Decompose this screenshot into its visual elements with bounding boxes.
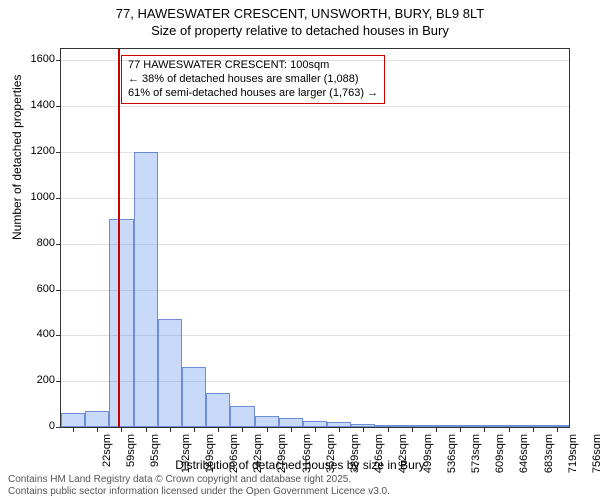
ytick-label: 600: [15, 283, 55, 295]
xtick-mark: [436, 427, 437, 432]
ytick-mark: [56, 290, 61, 291]
histogram-bar: [255, 416, 279, 427]
histogram-bar: [85, 411, 109, 427]
xtick-label: 756sqm: [591, 434, 600, 473]
ytick-mark: [56, 60, 61, 61]
xtick-label: 279sqm: [277, 434, 289, 473]
xtick-label: 499sqm: [422, 434, 434, 473]
plot-area: 77 HAWESWATER CRESCENT: 100sqm ← 38% of …: [60, 48, 570, 428]
ytick-label: 0: [15, 420, 55, 432]
xtick-mark: [388, 427, 389, 432]
xtick-label: 59sqm: [125, 434, 137, 467]
xtick-mark: [291, 427, 292, 432]
xtick-label: 426sqm: [373, 434, 385, 473]
gridline: [61, 106, 569, 107]
xtick-mark: [509, 427, 510, 432]
title-line1: 77, HAWESWATER CRESCENT, UNSWORTH, BURY,…: [0, 0, 600, 23]
histogram-bar: [134, 152, 158, 427]
histogram-bar: [182, 367, 206, 427]
annotation-box: 77 HAWESWATER CRESCENT: 100sqm ← 38% of …: [121, 55, 385, 104]
xtick-mark: [97, 427, 98, 432]
xtick-mark: [363, 427, 364, 432]
xtick-label: 22sqm: [101, 434, 113, 467]
title-line2: Size of property relative to detached ho…: [0, 23, 600, 38]
xtick-label: 462sqm: [398, 434, 410, 473]
ytick-label: 400: [15, 328, 55, 340]
xtick-label: 719sqm: [567, 434, 579, 473]
footer-line2: Contains public sector information licen…: [8, 486, 390, 498]
xtick-label: 536sqm: [446, 434, 458, 473]
x-axis-label: Distribution of detached houses by size …: [0, 458, 600, 472]
ytick-mark: [56, 381, 61, 382]
ytick-label: 1200: [15, 145, 55, 157]
histogram-bar: [279, 418, 303, 427]
xtick-label: 352sqm: [325, 434, 337, 473]
ytick-mark: [56, 106, 61, 107]
xtick-mark: [218, 427, 219, 432]
ytick-label: 1600: [15, 53, 55, 65]
xtick-mark: [533, 427, 534, 432]
xtick-mark: [484, 427, 485, 432]
annotation-line3: 61% of semi-detached houses are larger (…: [128, 87, 378, 101]
histogram-bar: [61, 413, 85, 427]
histogram-bar: [158, 319, 182, 427]
ytick-mark: [56, 335, 61, 336]
ytick-label: 200: [15, 374, 55, 386]
xtick-mark: [412, 427, 413, 432]
xtick-mark: [170, 427, 171, 432]
annotation-line2: ← 38% of detached houses are smaller (1,…: [128, 73, 378, 87]
xtick-mark: [73, 427, 74, 432]
xtick-label: 316sqm: [301, 434, 313, 473]
xtick-label: 169sqm: [204, 434, 216, 473]
xtick-label: 573sqm: [470, 434, 482, 473]
chart-container: 77, HAWESWATER CRESCENT, UNSWORTH, BURY,…: [0, 0, 600, 500]
xtick-label: 242sqm: [252, 434, 264, 473]
xtick-mark: [315, 427, 316, 432]
histogram-bar: [230, 406, 254, 427]
xtick-label: 95sqm: [150, 434, 162, 467]
xtick-mark: [242, 427, 243, 432]
xtick-label: 132sqm: [180, 434, 192, 473]
ytick-mark: [56, 427, 61, 428]
histogram-bar: [109, 219, 133, 427]
xtick-mark: [194, 427, 195, 432]
xtick-label: 609sqm: [494, 434, 506, 473]
histogram-bar: [206, 393, 230, 427]
ytick-mark: [56, 198, 61, 199]
xtick-mark: [146, 427, 147, 432]
xtick-label: 646sqm: [518, 434, 530, 473]
ytick-mark: [56, 244, 61, 245]
property-marker-line: [118, 49, 120, 427]
xtick-label: 683sqm: [543, 434, 555, 473]
xtick-label: 389sqm: [349, 434, 361, 473]
ytick-label: 1400: [15, 99, 55, 111]
xtick-label: 206sqm: [228, 434, 240, 473]
ytick-label: 1000: [15, 191, 55, 203]
xtick-mark: [557, 427, 558, 432]
footer-line1: Contains HM Land Registry data © Crown c…: [8, 474, 390, 486]
xtick-mark: [267, 427, 268, 432]
gridline: [61, 60, 569, 61]
xtick-mark: [339, 427, 340, 432]
footer-text: Contains HM Land Registry data © Crown c…: [8, 474, 390, 498]
ytick-label: 800: [15, 237, 55, 249]
ytick-mark: [56, 152, 61, 153]
xtick-mark: [121, 427, 122, 432]
xtick-mark: [460, 427, 461, 432]
